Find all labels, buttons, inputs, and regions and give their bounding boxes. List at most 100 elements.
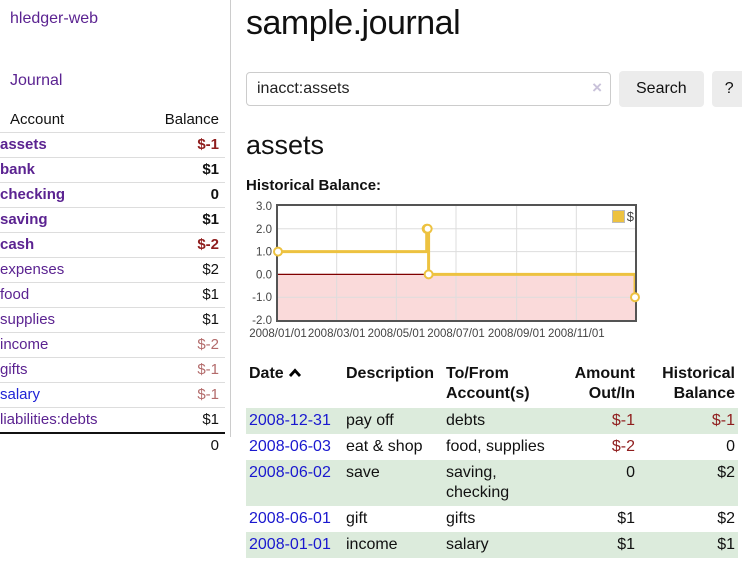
account-link-assets[interactable]: assets <box>0 136 47 153</box>
sidebar: hledger-web Journal Account Balance asse… <box>0 0 231 558</box>
register-header-date[interactable]: Date <box>246 362 343 408</box>
account-row: expenses $2 <box>0 257 225 283</box>
account-link-salary[interactable]: salary <box>0 386 41 403</box>
transaction-description: save <box>346 464 380 481</box>
account-link-supplies[interactable]: supplies <box>0 311 56 328</box>
transaction-balance: $2 <box>717 464 735 481</box>
transaction-description: gift <box>346 510 368 527</box>
account-link-bank[interactable]: bank <box>0 161 36 178</box>
account-row: liabilities:debts $1 <box>0 407 225 434</box>
search-input[interactable] <box>246 72 611 106</box>
register-header-date-label: Date <box>249 365 284 382</box>
svg-text:2008/03/01: 2008/03/01 <box>308 328 366 340</box>
transaction-amount: $-2 <box>611 438 635 455</box>
svg-text:2008/09/01: 2008/09/01 <box>488 328 546 340</box>
account-row: checking 0 <box>0 182 225 208</box>
register-table: Date Description To/From Account(s) Amou… <box>246 362 738 558</box>
accounts-total-balance: 0 <box>210 437 219 454</box>
transaction-balance: $1 <box>717 536 735 553</box>
account-row: gifts $-1 <box>0 357 225 383</box>
transaction-balance: 0 <box>726 438 735 455</box>
transaction-date-link[interactable]: 2008-01-01 <box>249 536 331 553</box>
chart-legend: $ <box>611 209 634 224</box>
svg-text:2008/11/01: 2008/11/01 <box>548 328 605 340</box>
transaction-date-link[interactable]: 2008-06-03 <box>249 438 331 455</box>
app-brand-link[interactable]: hledger-web <box>10 10 99 27</box>
sidebar-item-journal[interactable]: Journal <box>10 72 63 89</box>
transaction-accounts: debts <box>446 412 486 429</box>
register-row: 2008-06-03 eat & shop food, supplies $-2… <box>246 434 738 460</box>
account-link-gifts[interactable]: gifts <box>0 361 28 378</box>
main-content: sample.journal × Search ? assets Histori… <box>231 0 742 558</box>
svg-text:-1.0: -1.0 <box>252 292 272 304</box>
svg-text:-2.0: -2.0 <box>252 315 272 327</box>
transaction-description: income <box>346 536 398 553</box>
transaction-balance: $2 <box>717 510 735 527</box>
chart-heading: Historical Balance: <box>246 177 382 194</box>
help-button[interactable]: ? <box>711 71 742 107</box>
account-row: saving $1 <box>0 207 225 233</box>
register-header-row: Date Description To/From Account(s) Amou… <box>246 362 738 408</box>
transaction-balance: $-1 <box>711 412 735 429</box>
account-row: bank $1 <box>0 157 225 183</box>
account-balance: $-1 <box>197 386 219 403</box>
account-row: food $1 <box>0 282 225 308</box>
account-link-food[interactable]: food <box>0 286 30 303</box>
account-balance: $-1 <box>197 136 219 153</box>
account-balance: $1 <box>202 311 219 328</box>
register-row: 2008-06-02 save saving, checking 0 $2 <box>246 460 738 506</box>
account-row: supplies $1 <box>0 307 225 333</box>
page-title: sample.journal <box>246 4 461 42</box>
accounts-table: Account Balance assets $-1 bank $1 check… <box>0 108 225 458</box>
historical-balance-chart: 3.0 2.0 1.0 0.0 -1.0 -2.0 2008/01/01 2008/03/01… <box>246 200 644 342</box>
register-header-description: Description <box>346 365 435 382</box>
sidebar-divider <box>230 0 231 437</box>
transaction-accounts: saving, checking <box>446 464 510 501</box>
transaction-amount: 0 <box>626 464 635 481</box>
search-button[interactable]: Search <box>619 71 704 107</box>
svg-text:0.0: 0.0 <box>256 269 272 281</box>
account-balance: $1 <box>202 211 219 228</box>
svg-text:3.0: 3.0 <box>256 201 272 213</box>
transaction-amount: $1 <box>617 510 635 527</box>
clear-search-icon[interactable]: × <box>592 78 602 97</box>
accounts-total-row: 0 <box>0 433 225 458</box>
account-link-liabilities-debts[interactable]: liabilities:debts <box>0 411 98 428</box>
account-row: cash $-2 <box>0 232 225 258</box>
svg-text:2008/05/01: 2008/05/01 <box>368 328 426 340</box>
accounts-header-balance: Balance <box>164 111 219 128</box>
transaction-accounts: food, supplies <box>446 438 545 455</box>
sort-ascending-icon <box>288 364 302 384</box>
svg-text:1.0: 1.0 <box>256 247 272 259</box>
transaction-description: eat & shop <box>346 438 423 455</box>
account-link-checking[interactable]: checking <box>0 186 66 203</box>
legend-label: $ <box>626 209 634 224</box>
transaction-amount: $-1 <box>611 412 635 429</box>
transaction-amount: $1 <box>617 536 635 553</box>
register-row: 2008-06-01 gift gifts $1 $2 <box>246 506 738 532</box>
app-window: hledger-web Journal Account Balance asse… <box>0 0 742 558</box>
svg-text:2.0: 2.0 <box>256 224 272 236</box>
transaction-date-link[interactable]: 2008-06-02 <box>249 464 331 481</box>
accounts-header-account: Account <box>10 111 65 128</box>
transaction-accounts: salary <box>446 536 489 553</box>
account-row: assets $-1 <box>0 132 225 158</box>
transaction-date-link[interactable]: 2008-12-31 <box>249 412 331 429</box>
transaction-accounts: gifts <box>446 510 476 527</box>
register-row: 2008-12-31 pay off debts $-1 $-1 <box>246 408 738 434</box>
account-link-income[interactable]: income <box>0 336 49 353</box>
legend-swatch-icon <box>611 210 625 223</box>
account-balance: $1 <box>202 161 219 178</box>
register-header-amount: Amount Out/In <box>574 365 635 402</box>
account-link-expenses[interactable]: expenses <box>0 261 65 278</box>
account-balance: $1 <box>202 411 219 428</box>
account-link-saving[interactable]: saving <box>0 211 48 228</box>
account-balance: $1 <box>202 286 219 303</box>
account-row: income $-2 <box>0 332 225 358</box>
account-row: salary $-1 <box>0 382 225 408</box>
account-page-title: assets <box>246 130 325 160</box>
account-balance: $-1 <box>197 361 219 378</box>
account-link-cash[interactable]: cash <box>0 236 35 253</box>
svg-text:2008/07/01: 2008/07/01 <box>427 328 485 340</box>
transaction-date-link[interactable]: 2008-06-01 <box>249 510 331 527</box>
